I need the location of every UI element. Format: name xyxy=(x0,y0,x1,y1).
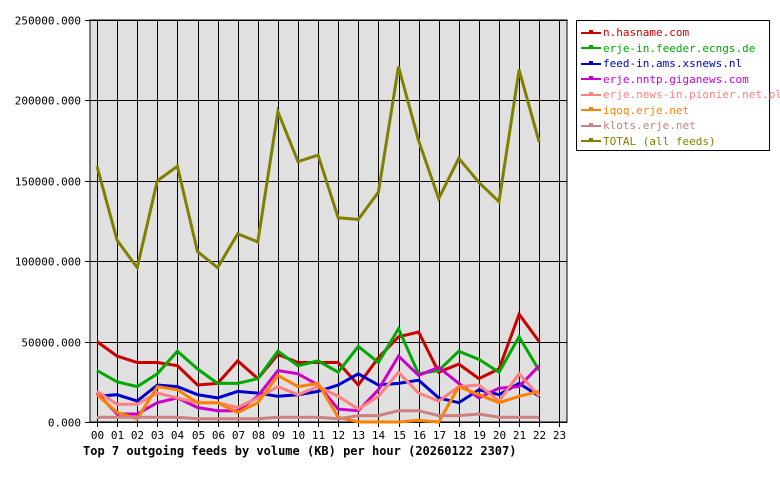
x-tick-label: 17 xyxy=(433,429,446,442)
x-tick-label: 19 xyxy=(473,429,486,442)
x-tick-label: 13 xyxy=(352,429,365,442)
legend-label: iqoq.erje.net xyxy=(603,103,690,117)
y-tick-label: 50000.000 xyxy=(21,337,81,350)
x-tick-label: 12 xyxy=(332,429,345,442)
legend-label: erje.news-in.pionier.net.pl xyxy=(603,88,780,102)
y-tick-label: 200000.000 xyxy=(15,95,81,108)
legend-item: iqoq.erje.net xyxy=(581,103,769,119)
x-tick-label: 16 xyxy=(413,429,426,442)
legend-label: n.hasname.com xyxy=(603,26,690,40)
legend: n.hasname.com erje-in.feeder.ecngs.de feed… xyxy=(576,20,780,151)
series-line xyxy=(96,373,540,424)
legend-swatch-icon xyxy=(581,122,601,130)
legend-item: TOTAL (all feeds) xyxy=(581,134,769,150)
legend-swatch-icon xyxy=(581,91,601,99)
series-line xyxy=(95,66,541,272)
x-tick-label: 04 xyxy=(171,429,185,442)
plot-area xyxy=(89,19,568,423)
x-tick-label: 00 xyxy=(91,429,104,442)
legend-label: erje.nntp.giganews.com xyxy=(603,72,749,86)
chart-title: Top 7 outgoing feeds by volume (KB) per … xyxy=(83,444,517,458)
y-tick-label: 100000.000 xyxy=(15,256,81,269)
x-tick-label: 09 xyxy=(272,429,285,442)
x-tick-label: 22 xyxy=(533,429,546,442)
series-lines xyxy=(95,66,541,424)
legend-item: feed-in.ams.xsnews.nl xyxy=(581,56,769,72)
y-axis: 0.000 50000.000 100000.000 150000.000 200000… xyxy=(15,15,90,430)
legend-item: klots.erje.net xyxy=(581,118,769,134)
y-tick-label: 0.000 xyxy=(48,417,81,430)
legend-item: erje.news-in.pionier.net.pl xyxy=(581,87,780,103)
series-line xyxy=(96,325,541,389)
x-tick-label: 08 xyxy=(252,429,265,442)
series-line xyxy=(96,369,541,411)
series-line xyxy=(97,409,540,421)
legend-swatch-icon xyxy=(581,137,601,145)
x-tick-label: 21 xyxy=(513,429,526,442)
x-tick-label: 05 xyxy=(192,429,205,442)
legend-swatch-icon xyxy=(581,29,601,37)
x-axis: 00 01 02 03 04 05 06 07 08 09 10 11 12 13 14 15 16 17 18 19… xyxy=(91,422,566,442)
series-line xyxy=(96,372,541,405)
legend-label: feed-in.ams.xsnews.nl xyxy=(603,57,743,71)
legend-label: erje-in.feeder.ecngs.de xyxy=(603,41,756,55)
legend-label: klots.erje.net xyxy=(603,119,696,133)
y-tick-label: 250000.000 xyxy=(15,15,81,28)
legend-label: TOTAL (all feeds) xyxy=(603,134,716,148)
x-tick-label: 01 xyxy=(111,429,124,442)
x-tick-label: 06 xyxy=(212,429,225,442)
x-tick-label: 15 xyxy=(393,429,406,442)
legend-swatch-icon xyxy=(581,106,601,114)
x-tick-label: 03 xyxy=(151,429,164,442)
x-tick-label: 02 xyxy=(131,429,144,442)
x-tick-label: 10 xyxy=(292,429,305,442)
legend-swatch-icon xyxy=(581,60,601,68)
legend-item: erje-in.feeder.ecngs.de xyxy=(581,41,769,57)
x-tick-label: 23 xyxy=(553,429,566,442)
x-tick-label: 14 xyxy=(372,429,386,442)
legend-swatch-icon xyxy=(581,75,601,83)
x-tick-label: 11 xyxy=(312,429,325,442)
legend-swatch-icon xyxy=(581,44,601,52)
x-tick-label: 20 xyxy=(493,429,506,442)
y-tick-label: 150000.000 xyxy=(15,176,81,189)
legend-item: n.hasname.com xyxy=(581,25,769,41)
grid-lines xyxy=(90,20,567,423)
x-tick-label: 18 xyxy=(453,429,466,442)
x-tick-label: 07 xyxy=(232,429,245,442)
legend-item: erje.nntp.giganews.com xyxy=(581,72,769,88)
